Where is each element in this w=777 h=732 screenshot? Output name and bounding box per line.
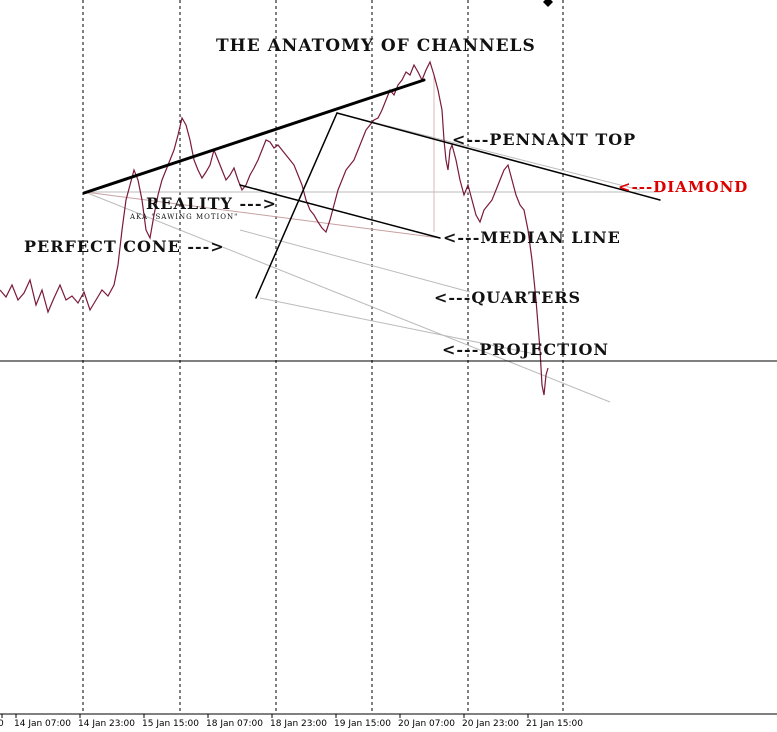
annotation-diamond: <---DIAMOND — [618, 178, 748, 196]
vertical-grid — [82, 0, 564, 714]
x-tick-label: 18 Jan 23:00 — [270, 719, 327, 729]
x-tick-label: 20 Jan 23:00 — [462, 719, 519, 729]
price-series-line — [0, 60, 549, 396]
x-tick-label: 21 Jan 15:00 — [526, 719, 583, 729]
trendline-reality — [255, 112, 338, 299]
trendline-median — [239, 184, 441, 239]
annotation-projection: <---PROJECTION — [442, 340, 609, 359]
trend-lines — [82, 78, 661, 299]
annotation-reality: REALITY ---> — [146, 194, 277, 213]
trendline-pennant — [336, 112, 661, 201]
annotation-quarters: <---QUARTERS — [434, 288, 581, 307]
x-tick-label: 14 Jan 07:00 — [14, 719, 71, 729]
guide-median-line — [84, 191, 441, 239]
annotation-pennant-top: <---PENNANT TOP — [452, 130, 636, 149]
x-tick-label: 15 Jan 15:00 — [142, 719, 199, 729]
channel-guide-lines — [84, 75, 660, 403]
annotation-reality-sub: AKA "SAWING MOTION" — [129, 213, 238, 221]
x-tick-label: 18 Jan 07:00 — [206, 719, 263, 729]
annotation-perfect-cone: PERFECT CONE ---> — [24, 237, 225, 256]
guide-projection-line — [259, 297, 541, 356]
x-tick-label: 19 Jan 15:00 — [334, 719, 391, 729]
guide-quarter-line — [239, 229, 471, 293]
trendline-upper-bold — [82, 78, 426, 195]
x-tick-label: 0 — [0, 719, 4, 729]
x-tick-label: 20 Jan 07:00 — [398, 719, 455, 729]
x-tick-label: 14 Jan 23:00 — [78, 719, 135, 729]
chart-title: THE ANATOMY OF CHANNELS — [216, 36, 536, 56]
corner-marker-icon — [543, 0, 553, 7]
x-axis-ticks: 0 14 Jan 07:00 14 Jan 23:00 15 Jan 15:00 18 … — [0, 714, 583, 729]
guide-lower-parallel — [84, 191, 611, 403]
annotation-median-line: <---MEDIAN LINE — [443, 228, 621, 247]
